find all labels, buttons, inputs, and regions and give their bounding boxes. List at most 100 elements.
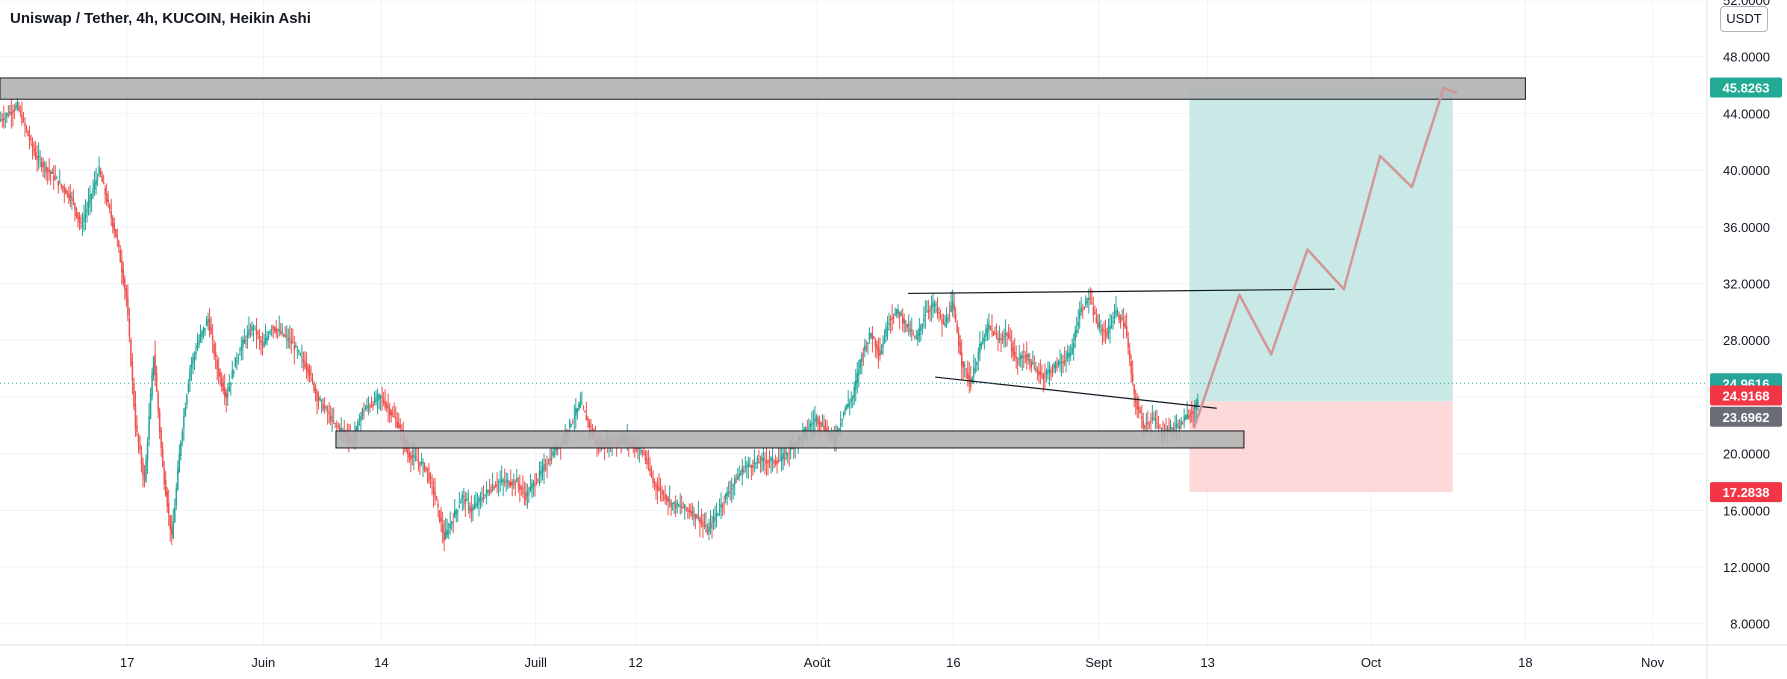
candle (945, 316, 948, 323)
candle (823, 425, 825, 430)
candle (821, 423, 824, 425)
candle (859, 359, 862, 369)
candle (647, 463, 650, 465)
candle (37, 155, 40, 158)
candle (384, 401, 386, 408)
candle (110, 211, 112, 219)
candle (936, 308, 939, 312)
x-tick-label: 17 (120, 655, 134, 670)
candle (1091, 302, 1093, 304)
candle (184, 407, 187, 416)
candle (550, 458, 553, 461)
candle (677, 504, 680, 506)
candle (357, 421, 359, 430)
candle (668, 499, 671, 501)
candle (385, 404, 388, 408)
candle (223, 387, 226, 397)
candle (453, 510, 456, 518)
candle (207, 318, 209, 323)
candle (637, 447, 639, 450)
candle (296, 349, 299, 351)
candle (133, 382, 135, 406)
candle (417, 460, 420, 463)
candle (980, 343, 983, 348)
candle (584, 411, 586, 413)
candle (525, 493, 527, 501)
candle (856, 373, 859, 383)
candle (546, 465, 548, 467)
candle (1130, 361, 1132, 374)
candle (231, 370, 234, 380)
candle (894, 313, 896, 316)
candle (933, 304, 936, 306)
candle (516, 478, 518, 482)
candle (281, 330, 283, 334)
candle (411, 455, 414, 458)
candle (773, 460, 775, 463)
candle (84, 212, 87, 218)
candle (90, 194, 93, 199)
candle (774, 460, 777, 464)
candle (1045, 371, 1048, 375)
candle (711, 525, 713, 527)
candle (956, 323, 958, 334)
candle (1110, 325, 1113, 327)
candle (880, 350, 883, 355)
candle (904, 320, 907, 322)
candle (661, 490, 663, 495)
candle (1193, 405, 1196, 410)
candle (920, 325, 922, 331)
candle (375, 400, 377, 402)
candle (458, 505, 461, 507)
candle (57, 180, 60, 187)
candle (198, 340, 200, 345)
candle (301, 356, 303, 358)
x-tick-label: 12 (628, 655, 642, 670)
candle (304, 361, 306, 368)
candle (720, 503, 722, 508)
candle (861, 354, 863, 362)
candle (470, 507, 473, 513)
candle (740, 472, 742, 475)
candle (93, 182, 96, 190)
candle (54, 177, 56, 179)
currency-button[interactable]: USDT (1720, 6, 1768, 32)
candle (743, 470, 745, 472)
candle (676, 502, 678, 506)
candle (1001, 337, 1004, 340)
candle (640, 450, 642, 452)
candle (730, 488, 733, 490)
candle (914, 335, 916, 338)
candle (213, 343, 215, 355)
x-tick-label: Nov (1641, 655, 1665, 670)
candle (921, 323, 924, 327)
candle (973, 367, 975, 377)
candle (1051, 369, 1054, 371)
candle (1016, 361, 1019, 363)
candle (361, 408, 364, 416)
candle (204, 327, 206, 330)
candle (753, 461, 756, 465)
candle (1192, 411, 1194, 414)
candle (664, 494, 666, 500)
candle (68, 193, 70, 199)
candle (889, 318, 892, 320)
candle (862, 354, 865, 356)
candle (706, 529, 709, 535)
candle (1050, 370, 1052, 374)
candle (369, 406, 371, 408)
candle (443, 531, 445, 541)
candle (1059, 362, 1061, 364)
candle (917, 333, 919, 341)
candle (885, 327, 887, 337)
candle (1071, 347, 1073, 355)
candle (750, 465, 753, 469)
candle (1022, 356, 1025, 358)
candle (901, 316, 904, 324)
candle (873, 336, 875, 340)
candle (249, 333, 252, 335)
candle (727, 492, 730, 494)
candle (841, 418, 843, 421)
candle (370, 405, 373, 407)
